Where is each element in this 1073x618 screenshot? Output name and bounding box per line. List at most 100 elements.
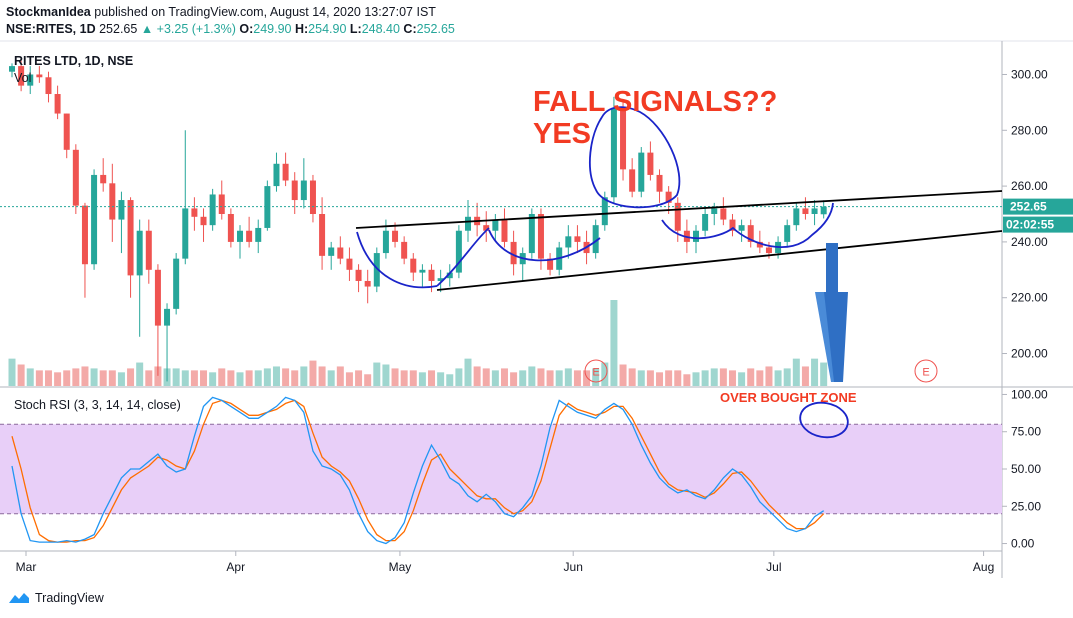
candle-body	[81, 205, 88, 265]
volume-bar	[747, 368, 755, 386]
volume-bar	[373, 362, 381, 386]
candle-body	[547, 258, 554, 270]
candle-body	[455, 230, 462, 273]
last-price-axis-label: 252.65	[1010, 200, 1047, 214]
time-axis-ticks: MarAprMayJunJulAugSep	[16, 551, 994, 574]
volume-bar	[464, 358, 472, 386]
candle-body	[355, 269, 362, 281]
candle-body	[36, 74, 43, 78]
volume-bar	[236, 372, 244, 386]
volume-bar	[500, 368, 508, 386]
volume-bar	[637, 370, 645, 386]
candle-body	[501, 219, 508, 242]
candle-body	[136, 230, 143, 276]
volume-bar	[537, 368, 545, 386]
fall-signals-text: FALL SIGNALS??	[533, 86, 777, 118]
low-label: L:	[349, 22, 362, 36]
volume-bar	[820, 362, 828, 386]
lower-trendline	[436, 230, 1003, 291]
candle-body	[209, 194, 216, 226]
candle-body	[246, 230, 253, 242]
volume-bar	[601, 362, 609, 386]
earnings-marker-2[interactable]	[914, 359, 938, 383]
candle-body	[693, 230, 699, 242]
candle-body	[747, 225, 754, 242]
volume-bar	[309, 360, 317, 386]
candle-body	[237, 230, 243, 242]
last-price-box	[1003, 198, 1073, 215]
high-value: 254.90	[308, 22, 347, 36]
earnings-marker-1[interactable]	[584, 359, 608, 383]
countdown-label: 02:02:55	[1006, 218, 1054, 232]
candle-body	[537, 214, 544, 259]
candle-body	[674, 202, 681, 231]
candle-body	[665, 191, 672, 203]
volume-bar	[44, 370, 52, 386]
volume-bar	[190, 370, 198, 386]
publisher-name[interactable]: StockmanIdea	[6, 5, 91, 19]
volume-bar	[774, 370, 782, 386]
time-tick-label: Jul	[766, 560, 781, 574]
candle-body	[291, 180, 298, 201]
candle-body	[765, 247, 772, 254]
earnings-marker-1-label: E	[592, 367, 599, 379]
price-change: ▲ +3.25 (+1.3%)	[140, 22, 236, 36]
volume-bar	[701, 370, 709, 386]
volume-bar	[300, 366, 308, 386]
candle-body	[164, 308, 171, 326]
candle-body	[264, 186, 271, 228]
candle-body	[401, 241, 408, 259]
overbought-zone-text: OVER BOUGHT ZONE	[720, 390, 857, 405]
volume-bar	[437, 372, 445, 386]
volume-bar	[692, 372, 700, 386]
candle-body	[300, 180, 307, 201]
volume-bar	[473, 366, 481, 386]
tradingview-footer[interactable]: TradingView	[8, 591, 104, 605]
volume-bar	[756, 370, 764, 386]
candle-body	[465, 216, 471, 231]
rounded-bottom-arc-1	[356, 231, 438, 289]
candle-body	[18, 66, 25, 86]
rsi-tick-label: 75.00	[1011, 425, 1041, 439]
volume-bar	[491, 370, 499, 386]
volume-bar	[136, 362, 144, 386]
fall-signal-circle	[589, 106, 681, 209]
candle-body	[528, 214, 535, 254]
volume-bar	[209, 372, 217, 386]
candle-body	[647, 152, 654, 175]
volume-bar	[81, 366, 89, 386]
candles	[9, 60, 827, 382]
volume-bar	[583, 370, 591, 386]
volume-bar	[728, 370, 736, 386]
volume-bar	[364, 374, 372, 386]
time-tick-label: May	[389, 560, 412, 574]
candle-body	[373, 253, 380, 287]
candle-body	[337, 247, 344, 259]
volume-bar	[200, 370, 208, 386]
rounded-bottom-arc-2	[488, 229, 601, 262]
volume-bar	[400, 370, 408, 386]
time-tick-label: Aug	[973, 560, 994, 574]
candle-body	[446, 272, 453, 279]
candle-body	[410, 258, 417, 273]
volume-bar	[90, 368, 98, 386]
candle-body	[656, 174, 663, 192]
candle-body	[182, 208, 189, 259]
volume-bar	[26, 368, 34, 386]
volume-bar	[382, 364, 390, 386]
down-arrow	[821, 243, 848, 382]
volume-bar	[35, 370, 43, 386]
symbol-label: NSE:RITES, 1D	[6, 22, 96, 36]
candle-body	[91, 174, 98, 265]
price-tick-label: 240.00	[1011, 235, 1048, 249]
down-arrow-highlight	[815, 292, 834, 382]
volume-bar	[573, 370, 581, 386]
candle-body	[756, 241, 763, 248]
candle-body	[802, 208, 809, 214]
chart-header: StockmanIdea published on TradingView.co…	[6, 4, 455, 38]
volume-bar	[719, 368, 727, 386]
volume-bar	[282, 368, 290, 386]
rsi-tick-label: 25.00	[1011, 499, 1041, 513]
candle-body	[592, 225, 599, 254]
